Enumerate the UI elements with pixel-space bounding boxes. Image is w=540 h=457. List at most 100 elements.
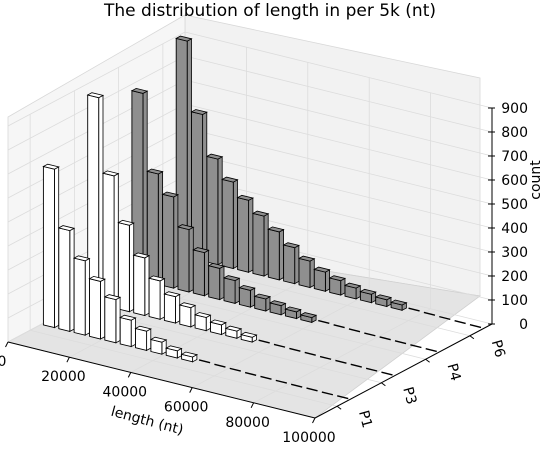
bar-top bbox=[119, 314, 137, 321]
bar-top bbox=[101, 170, 120, 177]
bar bbox=[206, 155, 219, 266]
bar-side bbox=[248, 197, 254, 273]
bar-top bbox=[42, 163, 60, 170]
bar bbox=[221, 178, 234, 270]
bar bbox=[260, 375, 272, 380]
bar bbox=[348, 328, 361, 333]
bar-series-P4 bbox=[130, 87, 437, 353]
bar bbox=[244, 371, 257, 376]
bar-top bbox=[192, 247, 210, 254]
bar bbox=[58, 227, 71, 332]
bar-top bbox=[251, 210, 270, 217]
x-tick-label: 20000 bbox=[41, 369, 86, 385]
x-tick-mark bbox=[312, 417, 316, 424]
bar bbox=[394, 340, 407, 345]
bar bbox=[425, 348, 437, 353]
bar-side bbox=[340, 277, 346, 296]
x-tick-mark bbox=[66, 356, 70, 363]
bar-top bbox=[193, 312, 212, 318]
bar bbox=[365, 367, 378, 372]
bar bbox=[290, 383, 303, 388]
z-tick-label: 900 bbox=[501, 101, 528, 117]
bar bbox=[229, 367, 241, 372]
bar bbox=[439, 315, 451, 321]
bar-side bbox=[219, 265, 225, 301]
y-tick-mark bbox=[381, 382, 386, 387]
bar bbox=[333, 324, 345, 329]
y-tick-label: P3 bbox=[399, 385, 419, 406]
bar-side bbox=[98, 94, 104, 305]
bar bbox=[298, 257, 311, 289]
y-tick-label: P4 bbox=[443, 362, 463, 383]
bar-top bbox=[72, 255, 91, 262]
z-tick-label: 300 bbox=[501, 245, 528, 261]
bar bbox=[275, 379, 288, 384]
bar-top bbox=[117, 219, 135, 226]
bar-top bbox=[130, 87, 149, 94]
bar-side bbox=[190, 304, 196, 328]
bar-top bbox=[224, 325, 243, 332]
bar bbox=[379, 336, 391, 341]
bar-side bbox=[69, 227, 75, 333]
z-tick-label: 500 bbox=[501, 197, 528, 213]
bar-top bbox=[253, 293, 272, 300]
bar bbox=[304, 351, 316, 356]
bar bbox=[135, 327, 148, 351]
bar-top bbox=[205, 153, 224, 160]
bar-top bbox=[178, 302, 197, 309]
bar-side bbox=[263, 213, 269, 277]
bar-top bbox=[268, 300, 287, 307]
x-tick-label: 0 bbox=[0, 354, 6, 370]
bar-top bbox=[88, 275, 106, 282]
y-tick-mark bbox=[425, 358, 430, 363]
bar-side bbox=[54, 166, 60, 329]
z-tick-label: 800 bbox=[501, 125, 528, 141]
bar bbox=[350, 363, 362, 368]
bar bbox=[381, 371, 393, 376]
bar bbox=[469, 324, 482, 329]
z-tick-label: 200 bbox=[501, 269, 528, 285]
bar bbox=[313, 268, 326, 292]
bar-top bbox=[161, 191, 179, 198]
bar-top bbox=[238, 284, 256, 291]
y-tick-label: P1 bbox=[355, 409, 375, 430]
bar bbox=[214, 363, 226, 368]
bar-top bbox=[284, 306, 302, 313]
z-tick-label: 600 bbox=[501, 173, 528, 189]
grid-line-y bbox=[30, 329, 338, 407]
bar-top bbox=[299, 312, 318, 319]
bar bbox=[162, 193, 175, 289]
bar-top bbox=[390, 299, 408, 306]
bar-top bbox=[328, 275, 347, 282]
bar bbox=[289, 347, 301, 352]
bar bbox=[179, 304, 192, 328]
x-tick-label: 100000 bbox=[282, 430, 335, 446]
y-axis-line bbox=[314, 323, 493, 419]
x-axis-line bbox=[7, 341, 316, 419]
bar bbox=[318, 319, 330, 324]
bar-side bbox=[203, 249, 210, 297]
bar-top bbox=[267, 226, 285, 233]
bar-side bbox=[324, 269, 331, 292]
bar-side bbox=[234, 277, 240, 305]
bar-side bbox=[294, 244, 300, 285]
bar-top bbox=[236, 194, 255, 201]
bar-top bbox=[240, 331, 258, 338]
bar-side bbox=[202, 111, 208, 262]
bar-top bbox=[221, 176, 239, 183]
bar-top bbox=[134, 325, 152, 332]
bar bbox=[306, 387, 318, 392]
bar-top bbox=[282, 242, 300, 249]
bar bbox=[273, 343, 286, 348]
z-tick-label: 700 bbox=[501, 149, 528, 165]
bar-side bbox=[84, 257, 90, 336]
z-axis-label: count bbox=[528, 160, 540, 200]
bar-top bbox=[86, 92, 105, 99]
bar-series-P1 bbox=[42, 163, 349, 400]
bar bbox=[423, 311, 436, 316]
bar-side bbox=[130, 317, 136, 348]
bar bbox=[267, 228, 280, 281]
bar bbox=[223, 277, 236, 304]
bar bbox=[148, 277, 161, 320]
bar bbox=[335, 359, 347, 364]
